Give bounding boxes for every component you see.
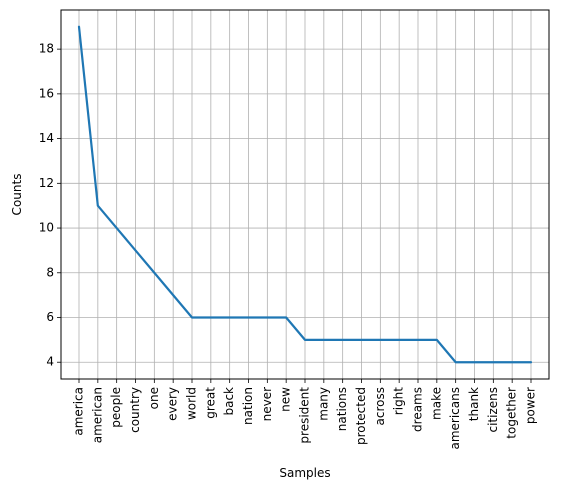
x-tick-label: back xyxy=(222,387,236,416)
x-tick-label: together xyxy=(505,387,519,439)
series-layer xyxy=(77,25,533,364)
y-tick-label: 18 xyxy=(39,42,54,56)
y-tick-label: 14 xyxy=(39,131,54,145)
x-tick-label: country xyxy=(128,387,142,433)
y-tick-label: 10 xyxy=(39,221,54,235)
y-tick-label: 16 xyxy=(39,86,54,100)
x-tick-label: world xyxy=(185,387,199,420)
x-tick-label: america xyxy=(72,387,86,436)
grid-layer xyxy=(61,10,549,379)
x-tick-label: many xyxy=(316,387,330,421)
x-tick-label: power xyxy=(524,387,538,424)
y-tick-label: 8 xyxy=(46,265,54,279)
x-tick-label: new xyxy=(279,387,293,412)
series-line xyxy=(77,25,533,364)
x-axis-ticks: america american people country one every worl… xyxy=(72,379,538,450)
x-tick-label: never xyxy=(260,387,274,421)
x-tick-label: every xyxy=(166,387,180,421)
x-tick-label: nations xyxy=(335,387,349,431)
x-tick-label: one xyxy=(147,387,161,409)
y-tick-label: 4 xyxy=(46,355,54,369)
x-tick-label: protected xyxy=(354,387,368,445)
x-axis-label: Samples xyxy=(279,466,330,480)
x-tick-label: thank xyxy=(467,387,481,421)
y-axis-label: Counts xyxy=(10,174,24,216)
x-tick-label: great xyxy=(203,387,217,419)
x-tick-label: president xyxy=(298,387,312,444)
x-tick-label: americans xyxy=(448,387,462,450)
x-tick-label: dreams xyxy=(411,387,425,432)
x-tick-label: right xyxy=(392,387,406,415)
x-tick-label: nation xyxy=(241,387,255,425)
x-tick-label: american xyxy=(90,387,104,443)
x-tick-label: people xyxy=(109,387,123,428)
y-tick-label: 6 xyxy=(46,310,54,324)
y-axis-ticks: 4 6 8 10 12 14 16 18 xyxy=(39,42,61,369)
x-tick-label: citizens xyxy=(486,387,500,433)
y-tick-label: 12 xyxy=(39,176,54,190)
x-tick-label: make xyxy=(429,387,443,420)
x-tick-label: across xyxy=(373,387,387,425)
